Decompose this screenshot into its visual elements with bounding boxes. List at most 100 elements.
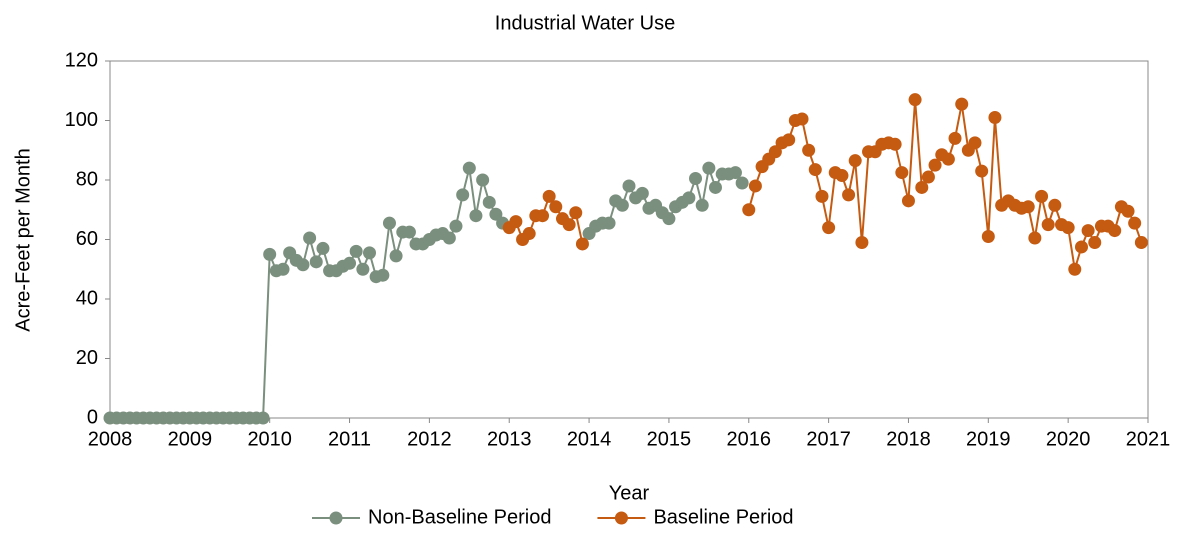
data-point: [1061, 221, 1075, 235]
data-point: [921, 170, 935, 184]
data-point: [1021, 200, 1035, 214]
x-axis-title: Year: [609, 482, 650, 504]
data-point: [802, 143, 816, 157]
data-point: [402, 225, 416, 239]
data-point: [389, 249, 403, 263]
data-point: [848, 154, 862, 168]
data-point: [708, 180, 722, 194]
data-point: [1041, 218, 1055, 232]
x-tick-label: 2016: [727, 428, 772, 450]
legend-label: Non-Baseline Period: [368, 506, 551, 528]
y-tick-label: 0: [87, 406, 98, 428]
data-point: [975, 164, 989, 178]
data-point: [549, 200, 563, 214]
data-point: [469, 209, 483, 223]
y-tick-label: 80: [76, 168, 98, 190]
data-point: [296, 258, 310, 272]
x-tick-label: 2014: [567, 428, 612, 450]
data-point: [689, 172, 703, 186]
data-point: [795, 112, 809, 126]
data-point: [1088, 235, 1102, 249]
x-tick-label: 2009: [168, 428, 213, 450]
data-point: [815, 189, 829, 203]
data-point: [509, 215, 523, 229]
data-point: [615, 198, 629, 212]
x-tick-label: 2021: [1126, 428, 1171, 450]
data-point: [363, 246, 376, 260]
data-point: [968, 136, 982, 150]
data-point: [908, 93, 922, 107]
data-point: [782, 133, 796, 147]
data-point: [356, 262, 370, 276]
data-point: [948, 131, 962, 145]
data-point: [263, 247, 277, 261]
y-tick-label: 60: [76, 228, 98, 250]
y-tick-label: 40: [76, 287, 98, 309]
data-point: [1028, 231, 1042, 245]
x-tick-label: 2012: [407, 428, 452, 450]
data-point: [1121, 204, 1135, 218]
data-point: [256, 411, 270, 425]
x-tick-label: 2013: [487, 428, 532, 450]
data-point: [482, 195, 496, 209]
data-point: [682, 191, 696, 205]
legend-label: Baseline Period: [653, 506, 793, 528]
data-point: [1048, 198, 1062, 212]
series-line: [508, 99, 1143, 270]
data-point: [662, 212, 676, 226]
y-tick-label: 100: [65, 109, 98, 131]
data-point: [855, 235, 869, 249]
x-tick-label: 2015: [647, 428, 692, 450]
data-point: [915, 180, 929, 194]
y-tick-label: 120: [65, 49, 98, 71]
data-point: [695, 198, 709, 212]
data-point: [316, 241, 330, 255]
data-point: [822, 221, 836, 235]
data-point: [303, 231, 317, 245]
data-point: [1134, 235, 1148, 249]
data-point: [376, 268, 390, 282]
data-point: [735, 176, 749, 190]
data-point: [562, 218, 576, 232]
data-point: [928, 158, 942, 172]
legend-marker: [329, 511, 343, 525]
y-axis-title: Acre-Feet per Month: [12, 148, 34, 331]
data-point: [575, 237, 589, 251]
y-tick-label: 20: [76, 347, 98, 369]
data-point: [742, 203, 756, 217]
data-point: [442, 231, 456, 245]
data-point: [489, 207, 503, 221]
x-tick-label: 2017: [806, 428, 851, 450]
data-point: [842, 188, 856, 202]
data-point: [1068, 262, 1082, 276]
data-point: [895, 166, 909, 180]
data-point: [901, 194, 915, 208]
data-point: [1035, 189, 1049, 203]
data-point: [748, 179, 762, 193]
x-tick-label: 2019: [966, 428, 1011, 450]
data-point: [1081, 224, 1095, 238]
data-point: [1108, 224, 1122, 238]
data-point: [1128, 216, 1142, 230]
data-point: [955, 97, 969, 111]
data-point: [456, 188, 470, 202]
data-point: [343, 256, 357, 270]
data-point: [808, 163, 822, 177]
data-point: [382, 216, 396, 230]
x-tick-label: 2010: [247, 428, 292, 450]
data-point: [276, 262, 290, 276]
data-point: [522, 227, 536, 241]
data-point: [1074, 240, 1088, 254]
data-point: [602, 216, 616, 230]
x-tick-label: 2020: [1046, 428, 1091, 450]
data-point: [462, 161, 476, 175]
data-point: [888, 137, 902, 151]
data-point: [449, 219, 463, 233]
data-point: [702, 161, 716, 175]
data-point: [635, 186, 649, 200]
chart-title: Industrial Water Use: [495, 12, 675, 34]
data-point: [768, 145, 782, 159]
data-point: [835, 169, 849, 183]
x-tick-label: 2011: [328, 428, 371, 450]
legend-marker: [614, 511, 628, 525]
